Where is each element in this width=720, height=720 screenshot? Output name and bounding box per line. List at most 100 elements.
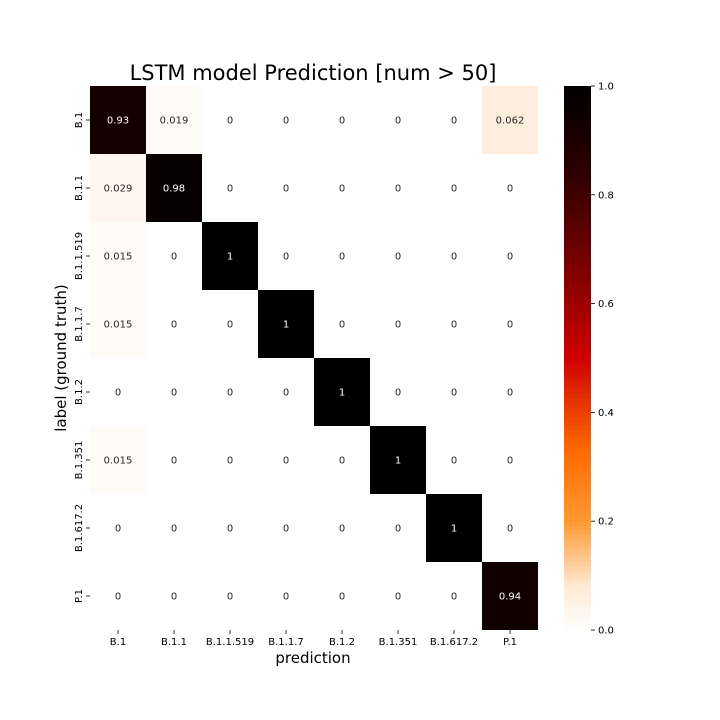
- colorbar-segment-31: [564, 226, 591, 232]
- colorbar-segment-38: [564, 258, 591, 264]
- heatmap-cell-r5-c7: [482, 426, 538, 494]
- colorbar-segment-9: [564, 126, 591, 132]
- colorbar-segment-44: [564, 285, 591, 291]
- heatmap-cell-r2-c2: [202, 222, 258, 290]
- colorbar-segment-58: [564, 348, 591, 355]
- cell-value-r7-c0: 0: [115, 592, 121, 603]
- heatmap-cell-r4-c0: [90, 358, 146, 426]
- colorbar-segment-75: [564, 426, 591, 432]
- colorbar-segment-13: [564, 144, 591, 151]
- heatmap-cell-r0-c5: [370, 86, 426, 154]
- colorbar-segment-63: [564, 371, 591, 377]
- cell-value-r1-c3: 0: [283, 184, 289, 195]
- colorbar-segment-45: [564, 290, 591, 296]
- colorbar-segment-5: [564, 108, 591, 114]
- colorbar-segment-92: [564, 503, 591, 509]
- colorbar-segment-119: [564, 625, 591, 631]
- colorbar-segment-28: [564, 212, 591, 219]
- heatmap-cell-r1-c6: [426, 154, 482, 222]
- cell-value-r3-c5: 0: [395, 320, 401, 331]
- heatmap-cell-r1-c2: [202, 154, 258, 222]
- colorbar-segment-1: [564, 90, 591, 96]
- heatmap-cell-r1-c5: [370, 154, 426, 222]
- heatmap-cell-r5-c5: [370, 426, 426, 494]
- cell-value-r4-c1: 0: [171, 388, 177, 399]
- heatmap-cell-r2-c0: [90, 222, 146, 290]
- colorbar-segment-7: [564, 117, 591, 123]
- colorbar-segment-51: [564, 317, 591, 323]
- colorbar-segment-34: [564, 240, 591, 246]
- cell-value-r2-c4: 0: [339, 252, 345, 263]
- heatmap-cell-r1-c7: [482, 154, 538, 222]
- colorbar-segment-25: [564, 199, 591, 205]
- colorbar-segment-6: [564, 113, 591, 119]
- colorbar-segment-77: [564, 435, 591, 441]
- cell-value-r5-c3: 0: [283, 456, 289, 467]
- colorbar-segment-2: [564, 95, 591, 101]
- heatmap-cell-r6-c2: [202, 494, 258, 562]
- cell-value-r3-c1: 0: [171, 320, 177, 331]
- colorbar-segment-108: [564, 575, 591, 581]
- heatmap-cell-r7-c2: [202, 562, 258, 630]
- colorbar-segment-22: [564, 185, 591, 191]
- cell-value-r5-c4: 0: [339, 456, 345, 467]
- x-tick-label-4: B.1.2: [329, 637, 355, 648]
- colorbar-segment-61: [564, 362, 591, 368]
- cell-value-r0-c7: 0.062: [496, 116, 525, 127]
- cell-value-r6-c7: 0: [507, 524, 513, 535]
- heatmap-cell-r0-c2: [202, 86, 258, 154]
- colorbar-segment-114: [564, 602, 591, 608]
- cell-value-r5-c6: 0: [451, 456, 457, 467]
- heatmap-cell-r6-c7: [482, 494, 538, 562]
- cell-value-r2-c3: 0: [283, 252, 289, 263]
- colorbar-segment-20: [564, 176, 591, 182]
- heatmap-cell-r6-c4: [314, 494, 370, 562]
- cell-value-r4-c7: 0: [507, 388, 513, 399]
- heatmap-cell-r0-c6: [426, 86, 482, 154]
- cell-value-r5-c7: 0: [507, 456, 513, 467]
- colorbar-segment-40: [564, 267, 591, 273]
- heatmap-cell-r5-c2: [202, 426, 258, 494]
- cell-value-r0-c5: 0: [395, 116, 401, 127]
- colorbar-segment-102: [564, 548, 591, 554]
- colorbar-segment-98: [564, 530, 591, 536]
- colorbar-segment-29: [564, 217, 591, 223]
- heatmap-cell-r5-c0: [90, 426, 146, 494]
- cell-value-r3-c6: 0: [451, 320, 457, 331]
- colorbar-segment-10: [564, 131, 591, 137]
- colorbar-segment-23: [564, 190, 591, 196]
- heatmap-cell-r1-c0: [90, 154, 146, 222]
- y-tick-label-6: B.1.617.2: [74, 504, 85, 552]
- heatmap-cells: [90, 86, 538, 630]
- colorbar-segment-100: [564, 539, 591, 545]
- cell-value-r2-c2: 1: [227, 252, 233, 263]
- colorbar-segment-52: [564, 321, 591, 327]
- heatmap-cell-r3-c4: [314, 290, 370, 358]
- y-tick-label-3: B.1.1.7: [74, 306, 85, 341]
- colorbar-tick-label-3: 0.6: [598, 299, 614, 310]
- colorbar-segment-71: [564, 407, 591, 413]
- colorbar-segment-55: [564, 335, 591, 341]
- colorbar-segment-65: [564, 380, 591, 386]
- cell-value-r5-c1: 0: [171, 456, 177, 467]
- heatmap-cell-r4-c5: [370, 358, 426, 426]
- colorbar-segment-47: [564, 299, 591, 305]
- colorbar-segment-104: [564, 557, 591, 563]
- colorbar-segment-91: [564, 498, 591, 504]
- cell-value-r3-c0: 0.015: [104, 320, 133, 331]
- cell-value-r1-c7: 0: [507, 184, 513, 195]
- colorbar-tick-label-4: 0.8: [598, 190, 614, 201]
- colorbar-segment-74: [564, 421, 591, 427]
- y-tick-label-2: B.1.1.519: [74, 232, 85, 280]
- colorbar-segment-73: [564, 416, 591, 423]
- heatmap-cell-r0-c3: [258, 86, 314, 154]
- colorbar-segment-59: [564, 353, 591, 359]
- cell-value-r7-c5: 0: [395, 592, 401, 603]
- colorbar-segment-48: [564, 303, 591, 309]
- colorbar-segment-54: [564, 330, 591, 336]
- cell-value-r0-c1: 0.019: [160, 116, 189, 127]
- heatmap-cell-r1-c1: [146, 154, 202, 222]
- y-axis-ticks: B.1 B.1.1 B.1.1.519 B.1.1.7 B.1.2 B.1.351 B.1.…: [74, 112, 90, 603]
- colorbar-segment-101: [564, 543, 591, 549]
- colorbar-segment-88: [564, 484, 591, 491]
